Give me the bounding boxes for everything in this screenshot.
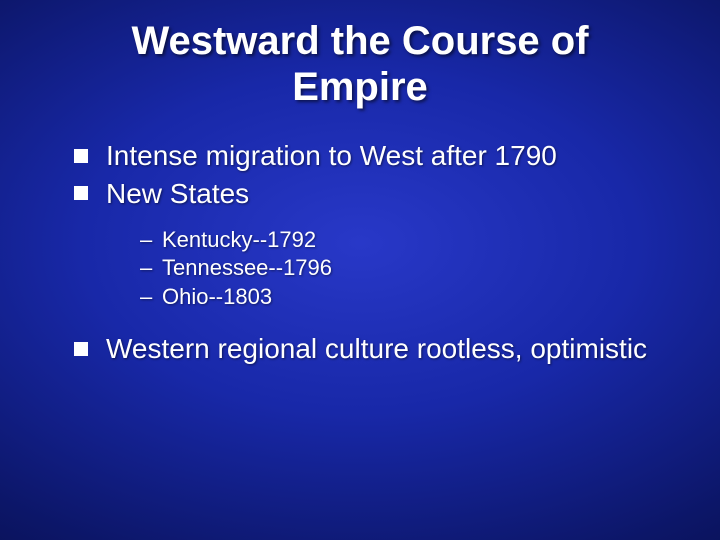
title-line-2: Empire bbox=[292, 65, 428, 109]
title-line-1: Westward the Course of bbox=[131, 19, 588, 63]
sub-bullet-text: Tennessee--1796 bbox=[162, 255, 332, 280]
bullet-text: Western regional culture rootless, optim… bbox=[106, 333, 647, 364]
square-bullet-icon bbox=[74, 186, 88, 200]
bullet-list-level1: Intense migration to West after 1790 New… bbox=[72, 138, 660, 367]
sub-bullet-item: Ohio--1803 bbox=[140, 283, 660, 312]
square-bullet-icon bbox=[74, 149, 88, 163]
slide: Westward the Course of Empire Intense mi… bbox=[0, 0, 720, 540]
sub-bullet-text: Ohio--1803 bbox=[162, 284, 272, 309]
bullet-item: Western regional culture rootless, optim… bbox=[72, 331, 660, 367]
square-bullet-icon bbox=[74, 342, 88, 356]
bullet-item: Intense migration to West after 1790 bbox=[72, 138, 660, 174]
sub-bullet-text: Kentucky--1792 bbox=[162, 227, 316, 252]
slide-title: Westward the Course of Empire bbox=[0, 18, 720, 138]
bullet-list-level2: Kentucky--1792 Tennessee--1796 Ohio--180… bbox=[140, 226, 660, 312]
bullet-text: New States bbox=[106, 178, 249, 209]
sub-bullet-item: Tennessee--1796 bbox=[140, 254, 660, 283]
bullet-text: Intense migration to West after 1790 bbox=[106, 140, 557, 171]
slide-body: Intense migration to West after 1790 New… bbox=[0, 138, 720, 367]
sub-bullet-item: Kentucky--1792 bbox=[140, 226, 660, 255]
bullet-item: New States Kentucky--1792 Tennessee--179… bbox=[72, 176, 660, 312]
